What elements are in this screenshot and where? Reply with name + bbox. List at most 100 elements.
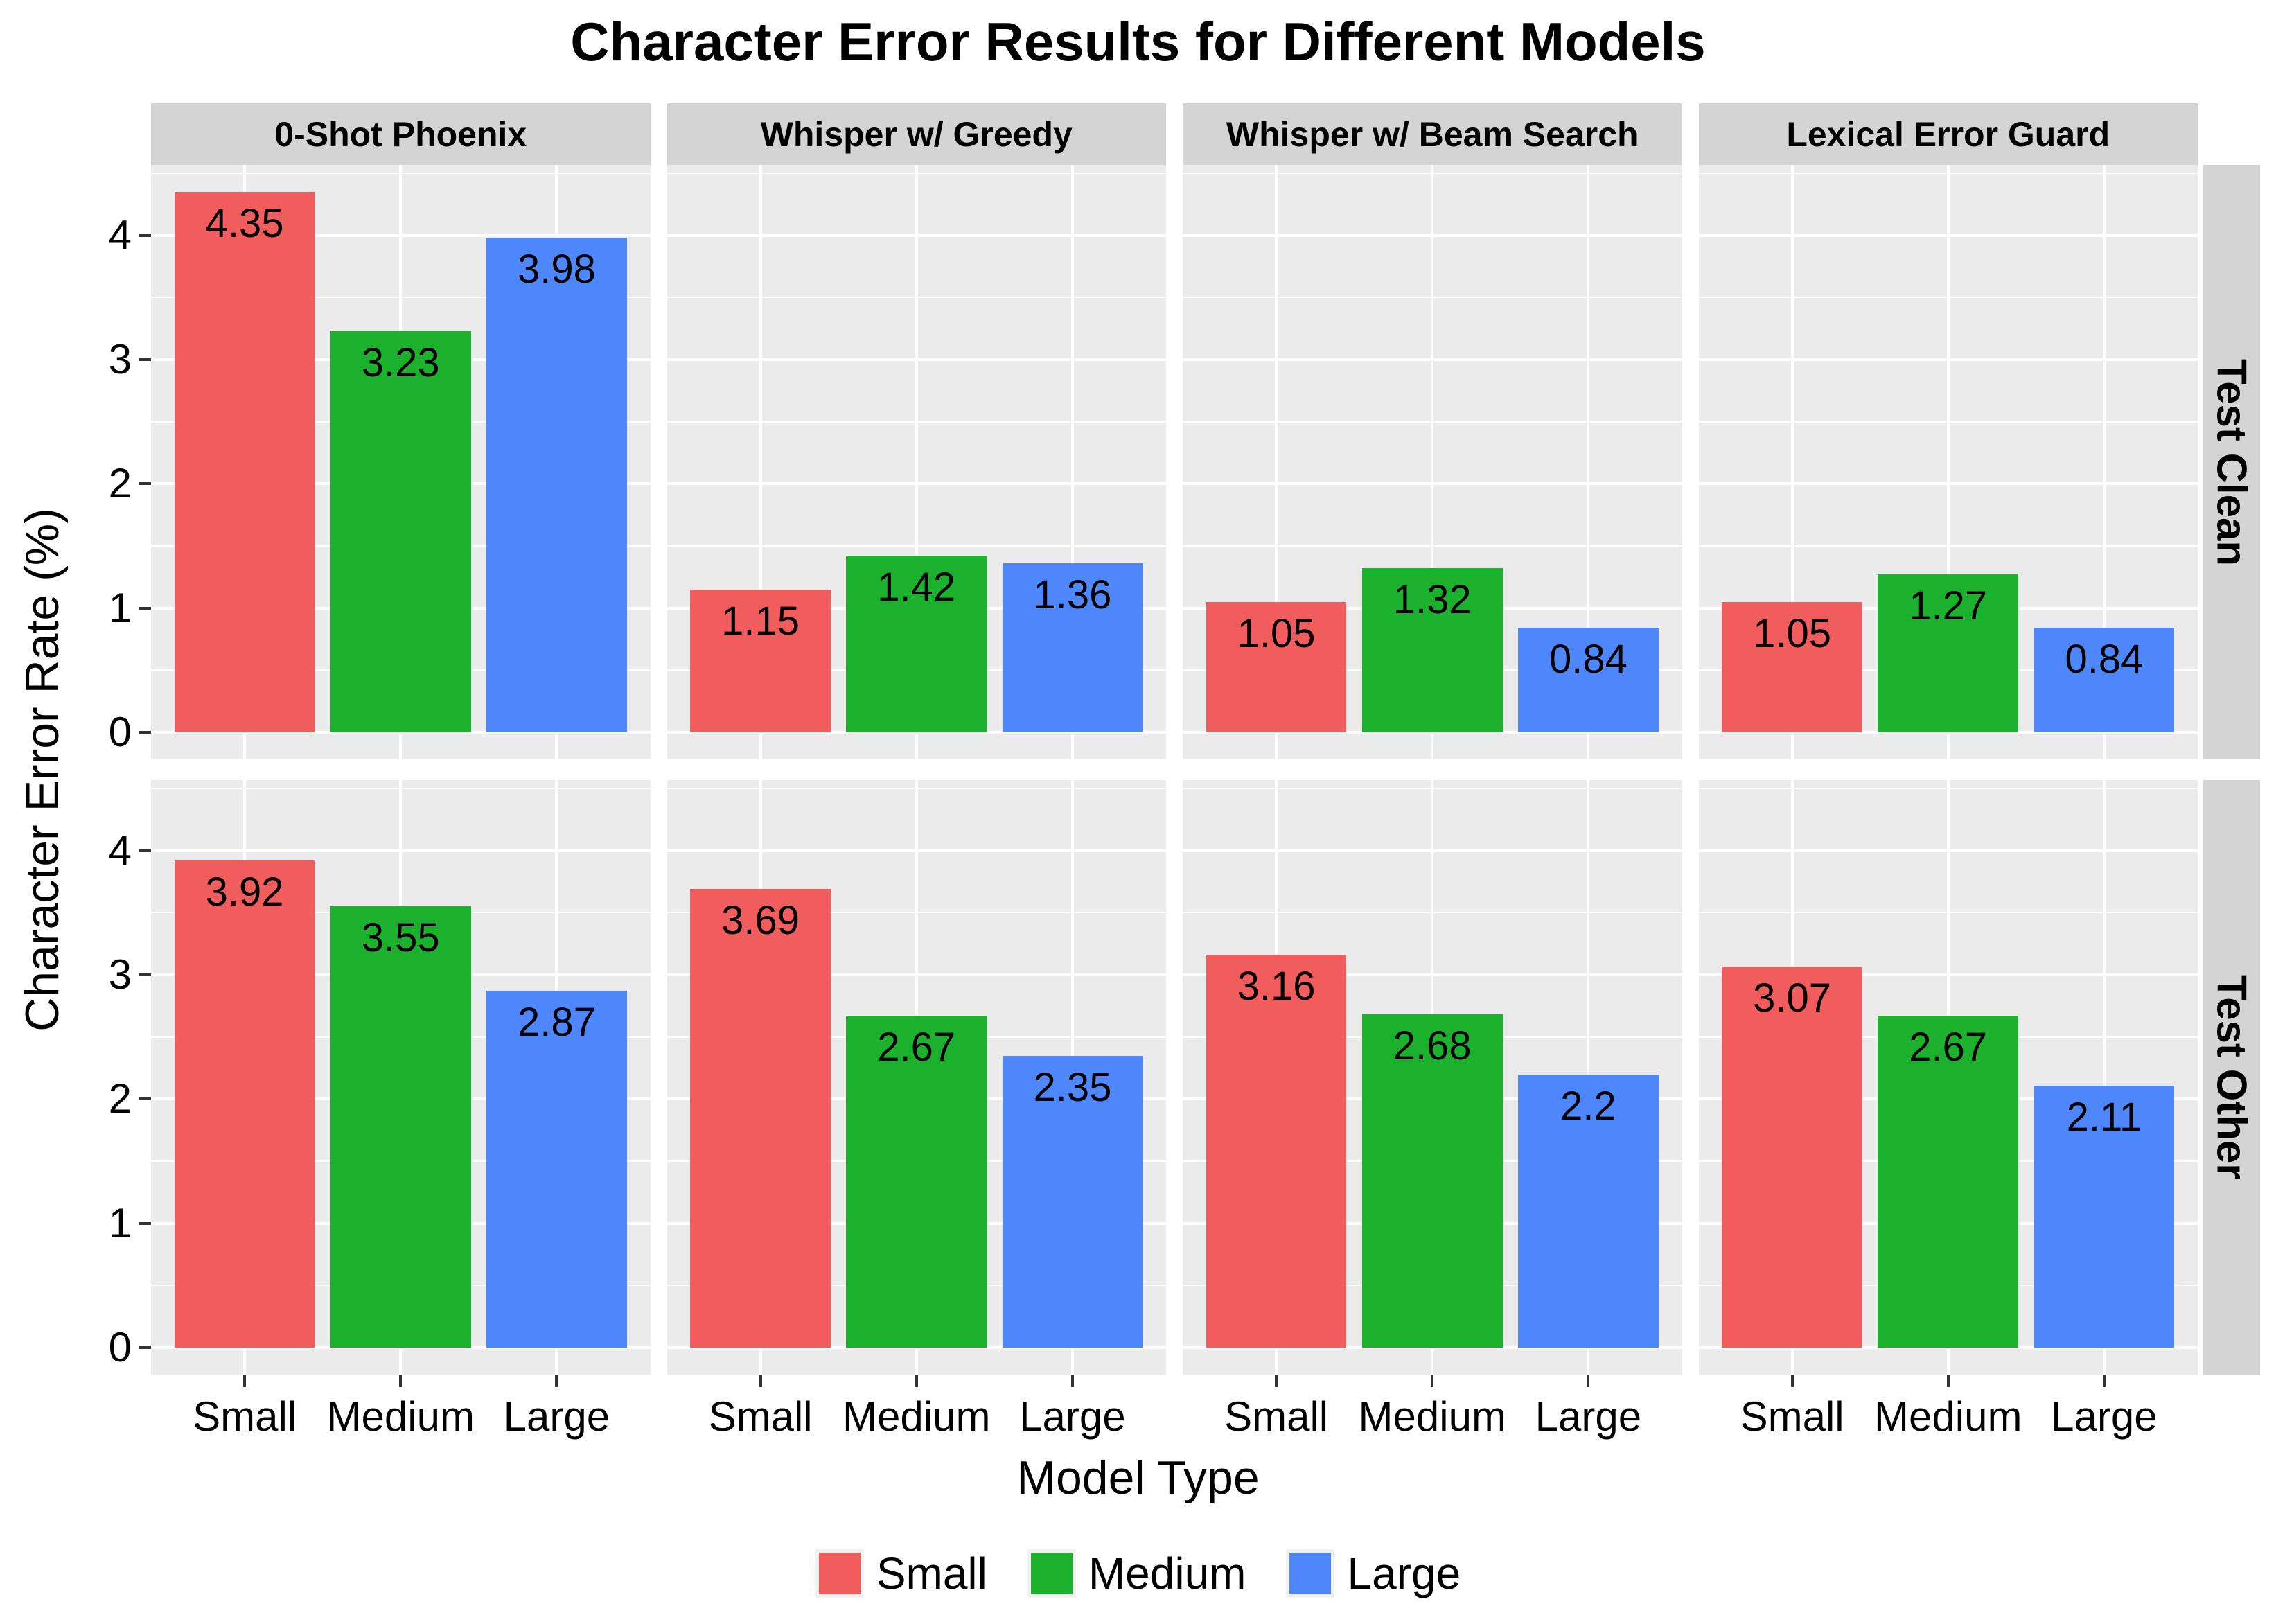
facet-panel-test-other-0-shot-phoenix: 3.92 3.55 2.87 bbox=[151, 780, 651, 1375]
y-axis-title: Character Error Rate (%) bbox=[16, 508, 69, 1032]
gridline-vertical bbox=[2102, 165, 2106, 759]
x-tick-mark bbox=[2102, 1375, 2106, 1387]
x-tick-label: Medium bbox=[1874, 1393, 2022, 1440]
bar-small: 3.69 bbox=[690, 889, 831, 1348]
y-tick-label: 1 bbox=[108, 584, 132, 631]
x-tick-label: Medium bbox=[843, 1393, 991, 1440]
gridline-vertical bbox=[2102, 780, 2106, 1375]
bar-value-label: 2.2 bbox=[1560, 1083, 1616, 1129]
x-tick-mark bbox=[555, 1375, 558, 1387]
x-tick-mark bbox=[1275, 1375, 1278, 1387]
y-tick-mark bbox=[139, 1221, 151, 1225]
bar-medium: 1.32 bbox=[1361, 568, 1503, 732]
bar-value-label: 3.55 bbox=[361, 915, 440, 961]
facet-strip-label: Lexical Error Guard bbox=[1786, 114, 2110, 154]
bar-small: 3.07 bbox=[1722, 966, 1862, 1348]
bar-large: 2.11 bbox=[2034, 1085, 2175, 1348]
facet-panel-test-other-lexical-error-guard: 3.07 2.67 2.11 bbox=[1698, 780, 2198, 1375]
gridline-vertical bbox=[915, 165, 918, 759]
y-tick-mark bbox=[139, 973, 151, 977]
legend-item-small: Small bbox=[815, 1548, 987, 1599]
bar-large: 1.36 bbox=[1002, 563, 1143, 732]
y-tick-label: 4 bbox=[108, 827, 132, 874]
bar-value-label: 1.05 bbox=[1753, 610, 1832, 656]
bar-small: 3.92 bbox=[174, 860, 315, 1348]
chart-title: Character Error Results for Different Mo… bbox=[570, 11, 1706, 72]
x-tick-label: Small bbox=[193, 1393, 297, 1440]
x-tick-mark bbox=[399, 1375, 403, 1387]
legend-item-medium: Medium bbox=[1027, 1548, 1246, 1599]
y-tick-mark bbox=[139, 1097, 151, 1101]
bar-large: 0.84 bbox=[1518, 628, 1659, 732]
y-tick-label: 3 bbox=[108, 951, 132, 998]
gridline-vertical bbox=[759, 165, 762, 759]
x-tick-label: Large bbox=[1535, 1393, 1642, 1440]
x-tick-mark bbox=[1431, 1375, 1434, 1387]
bar-value-label: 1.36 bbox=[1033, 572, 1112, 618]
bar-value-label: 3.92 bbox=[205, 870, 284, 915]
gridline-vertical bbox=[1946, 165, 1950, 759]
bar-value-label: 0.84 bbox=[2065, 637, 2144, 682]
bar-value-label: 4.35 bbox=[205, 201, 284, 246]
bar-value-label: 3.16 bbox=[1237, 964, 1316, 1009]
y-tick-label: 1 bbox=[108, 1199, 132, 1246]
bar-medium: 2.68 bbox=[1361, 1014, 1503, 1348]
gridline-vertical bbox=[1275, 165, 1278, 759]
y-tick-label: 3 bbox=[108, 336, 132, 383]
x-tick-mark bbox=[243, 1375, 247, 1387]
x-tick-label: Medium bbox=[1358, 1393, 1506, 1440]
y-tick-mark bbox=[139, 358, 151, 362]
bar-value-label: 3.23 bbox=[361, 339, 440, 385]
facet-strip-label: Whisper w/ Beam Search bbox=[1226, 114, 1639, 154]
bar-value-label: 2.67 bbox=[1909, 1025, 1988, 1070]
legend: Small Medium Large bbox=[0, 1548, 2276, 1599]
facet-strip-lexical-error-guard: Lexical Error Guard bbox=[1698, 103, 2198, 165]
facet-strip-whisper-beam-search: Whisper w/ Beam Search bbox=[1183, 103, 1682, 165]
bar-value-label: 2.87 bbox=[517, 1000, 596, 1045]
x-axis-title: Model Type bbox=[1016, 1451, 1260, 1504]
bar-value-label: 2.68 bbox=[1393, 1023, 1472, 1069]
facet-strip-0-shot-phoenix: 0-Shot Phoenix bbox=[151, 103, 651, 165]
bar-value-label: 2.35 bbox=[1033, 1064, 1112, 1110]
bar-medium: 2.67 bbox=[846, 1016, 987, 1348]
y-tick-label: 4 bbox=[108, 211, 132, 258]
x-tick-label: Large bbox=[503, 1393, 610, 1440]
bar-value-label: 3.69 bbox=[721, 898, 800, 944]
y-tick-label: 2 bbox=[108, 1075, 132, 1122]
gridline-vertical bbox=[1431, 165, 1434, 759]
legend-swatch-small bbox=[815, 1549, 864, 1598]
facet-panel-test-other-whisper-w-beam-search: 3.16 2.68 2.2 bbox=[1183, 780, 1682, 1375]
bar-medium: 3.55 bbox=[330, 906, 471, 1348]
facet-panel-test-clean-whisper-w-beam-search: 1.05 1.32 0.84 bbox=[1183, 165, 1682, 759]
facet-panel-test-clean-0-shot-phoenix: 4.35 3.23 3.98 bbox=[151, 165, 651, 759]
facet-panel-test-other-whisper-w-greedy: 3.69 2.67 2.35 bbox=[667, 780, 1166, 1375]
bar-small: 1.05 bbox=[1206, 601, 1347, 732]
x-tick-label: Large bbox=[1019, 1393, 1126, 1440]
x-tick-mark bbox=[915, 1375, 918, 1387]
gridline-vertical bbox=[1070, 165, 1074, 759]
bar-medium: 2.67 bbox=[1878, 1016, 2019, 1348]
facet-strip-test-other: Test Other bbox=[2203, 780, 2260, 1375]
bar-value-label: 1.27 bbox=[1909, 583, 1988, 629]
y-tick-label: 0 bbox=[108, 709, 132, 755]
bar-value-label: 2.11 bbox=[2066, 1094, 2142, 1140]
legend-swatch-medium bbox=[1027, 1549, 1076, 1598]
bar-value-label: 3.98 bbox=[517, 247, 596, 292]
x-tick-mark bbox=[759, 1375, 762, 1387]
bar-small: 3.16 bbox=[1206, 955, 1347, 1348]
bar-value-label: 1.05 bbox=[1237, 610, 1316, 656]
facet-strip-test-clean: Test Clean bbox=[2203, 165, 2260, 759]
bar-medium: 3.23 bbox=[330, 330, 471, 732]
bar-value-label: 1.15 bbox=[721, 598, 800, 644]
y-tick-mark bbox=[139, 482, 151, 486]
bar-value-label: 2.67 bbox=[877, 1025, 956, 1070]
bar-large: 2.87 bbox=[486, 991, 627, 1348]
gridline-vertical bbox=[1790, 165, 1794, 759]
facet-strip-label: Whisper w/ Greedy bbox=[760, 114, 1073, 154]
y-tick-mark bbox=[139, 233, 151, 237]
facet-strip-label: Test Other bbox=[2208, 975, 2255, 1180]
facet-panel-test-clean-whisper-w-greedy: 1.15 1.42 1.36 bbox=[667, 165, 1166, 759]
legend-label-small: Small bbox=[876, 1548, 987, 1598]
x-tick-mark bbox=[1587, 1375, 1590, 1387]
legend-item-large: Large bbox=[1286, 1548, 1461, 1599]
